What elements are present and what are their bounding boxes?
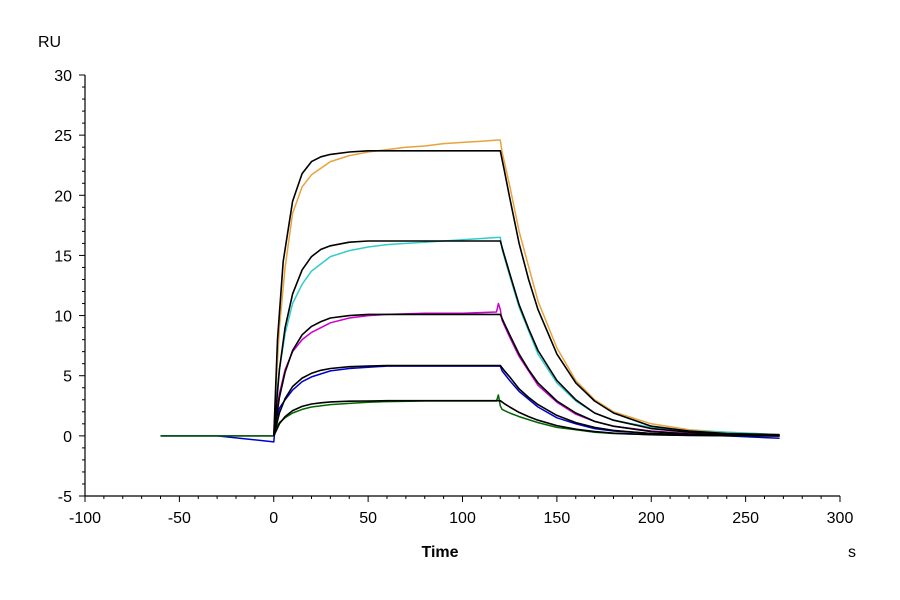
measured-curve-line <box>160 139 780 437</box>
y-unit-label: RU <box>38 34 61 51</box>
x-tick-label: -50 <box>168 510 191 527</box>
fit-curve-line <box>273 150 780 436</box>
x-tick-label: 300 <box>827 510 854 527</box>
y-tick-label: -5 <box>58 489 72 506</box>
measured-curve-line <box>160 236 780 437</box>
x-tick-label: 50 <box>359 510 377 527</box>
y-tick-label: 20 <box>54 188 72 205</box>
y-tick-label: 10 <box>54 309 72 326</box>
x-tick-label: 200 <box>638 510 665 527</box>
y-tick-label: 5 <box>63 369 72 386</box>
x-unit-label: s <box>848 544 856 561</box>
y-tick-label: 25 <box>54 128 72 145</box>
x-tick-label: 250 <box>732 510 759 527</box>
plot-series <box>160 139 780 443</box>
fit-curve-line <box>273 313 780 437</box>
measured-curve-line <box>160 302 780 437</box>
x-tick-label: 100 <box>449 510 476 527</box>
x-tick-label: 150 <box>544 510 571 527</box>
fit-curve-line <box>273 399 780 437</box>
fit-curve-line <box>273 364 780 437</box>
x-axis-title: Time <box>421 544 458 561</box>
x-tick-label: 0 <box>269 510 278 527</box>
y-tick-label: 0 <box>63 429 72 446</box>
y-tick-label: 30 <box>54 68 72 85</box>
fit-curve-line <box>273 240 780 437</box>
y-tick-label: 15 <box>54 248 72 265</box>
x-tick-label: -100 <box>69 510 101 527</box>
